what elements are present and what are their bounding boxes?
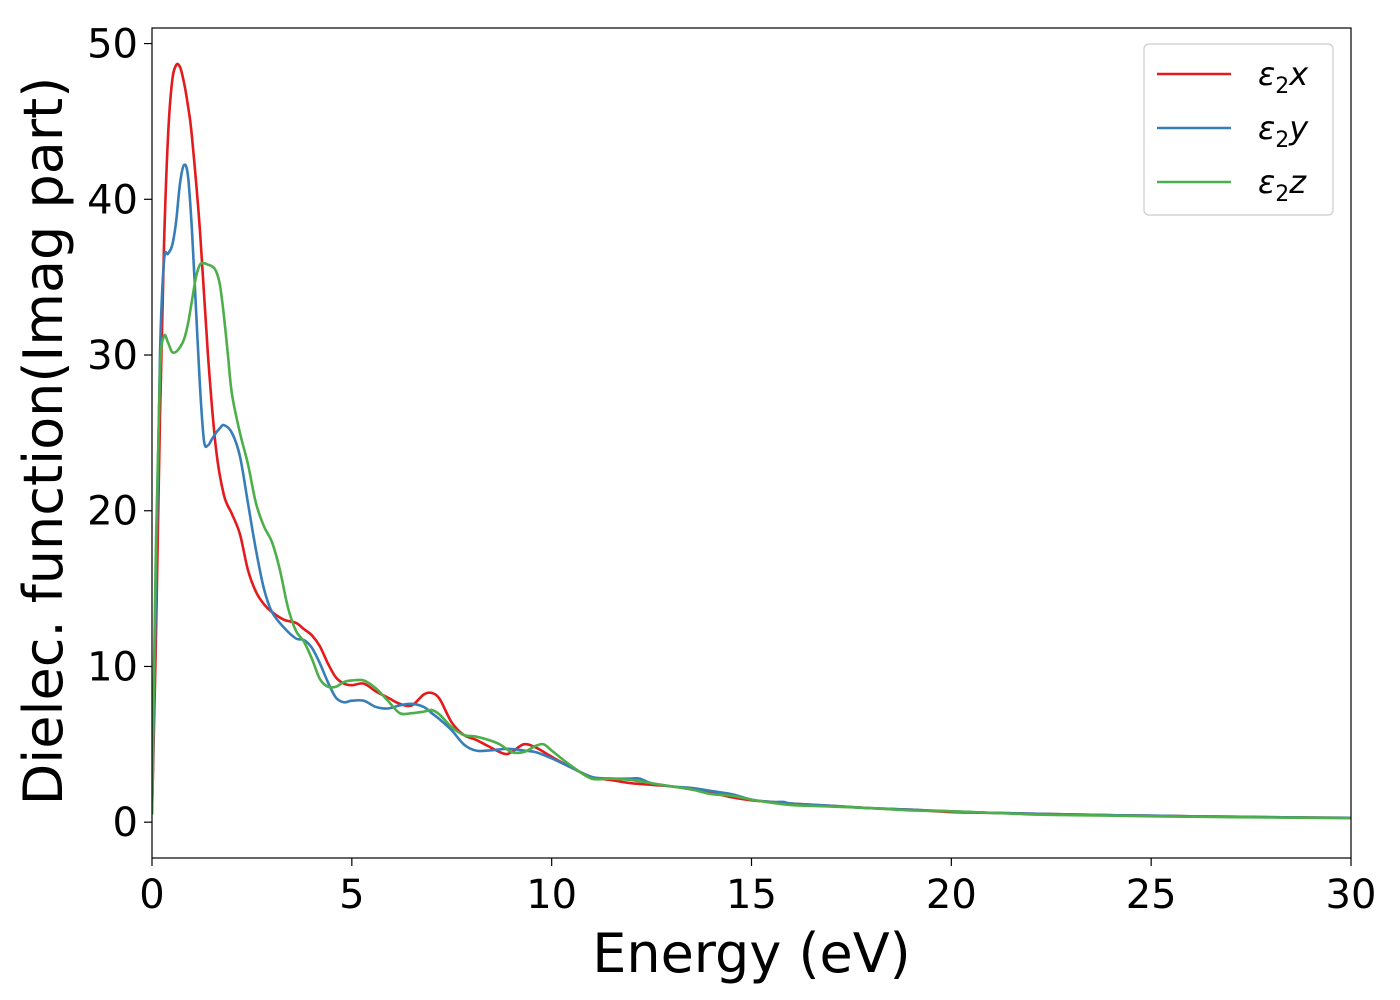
legend-box [1143, 43, 1334, 216]
x-axis-label: Energy (eV) [592, 922, 911, 985]
y-axis: 0 10 20 30 40 50 [87, 22, 152, 846]
y-tick-label: 10 [87, 644, 138, 690]
y-tick-label: 30 [87, 333, 138, 379]
x-axis: 0 5 10 15 20 25 30 [139, 858, 1376, 918]
y-tick-label: 40 [87, 177, 138, 223]
x-tick-label: 0 [139, 872, 164, 918]
legend-label-x: ε2x [1258, 55, 1309, 99]
x-tick-label: 20 [926, 872, 977, 918]
legend-label-z: ε2z [1258, 163, 1307, 207]
x-tick-label: 10 [526, 872, 577, 918]
series-line-y [152, 163, 1351, 820]
series-line-z [152, 261, 1351, 820]
y-tick-label: 0 [113, 800, 138, 846]
y-tick-label: 50 [87, 22, 138, 68]
legend: ε2x ε2y ε2z [1143, 43, 1334, 216]
x-tick-label: 30 [1326, 872, 1377, 918]
series-layer [152, 62, 1351, 820]
y-tick-label: 20 [87, 489, 138, 535]
x-tick-label: 5 [339, 872, 364, 918]
x-tick-label: 15 [726, 872, 777, 918]
x-tick-label: 25 [1126, 872, 1177, 918]
legend-label-y: ε2y [1258, 109, 1309, 153]
y-axis-label: Dielec. function(Imag part) [12, 77, 75, 806]
